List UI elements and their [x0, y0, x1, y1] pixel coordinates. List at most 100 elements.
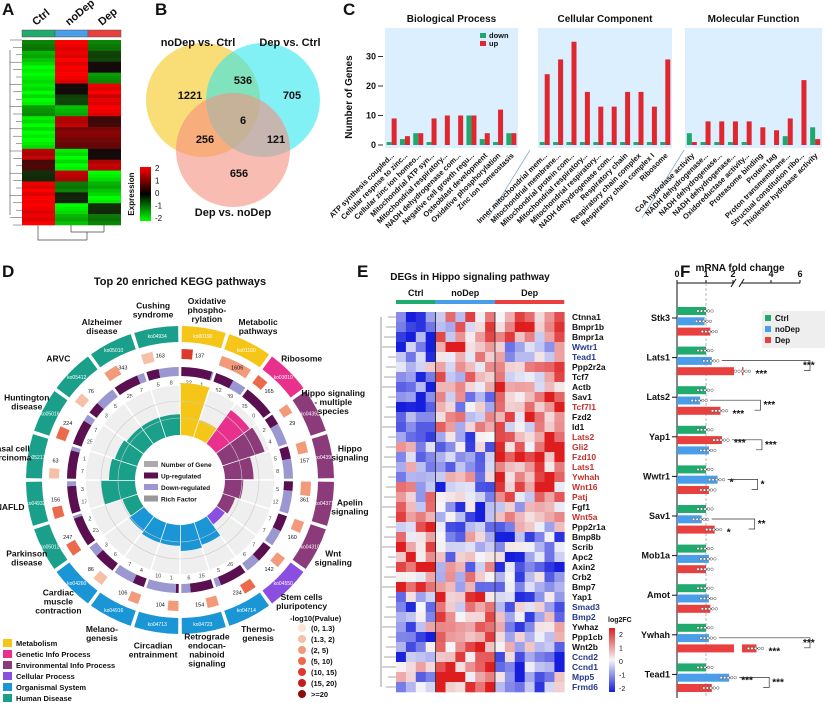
heatmap-cell — [22, 94, 55, 99]
pathway-id: ko04934 — [148, 334, 167, 340]
heatmap-cell — [554, 442, 565, 453]
rich-factor-bar — [222, 480, 244, 500]
heatmap-cell — [475, 352, 486, 363]
heatmap-cell — [504, 512, 516, 523]
heatmap-cell — [475, 642, 486, 653]
heatmap-cell — [425, 622, 436, 633]
category-legend-swatch — [3, 650, 12, 658]
heatmap-cell — [425, 392, 436, 403]
heatmap-cell — [415, 432, 426, 443]
up-regulated-bar — [272, 513, 288, 532]
heatmap-cell — [524, 652, 535, 663]
down-count-label: 0 — [252, 413, 255, 419]
heatmap-cell — [396, 572, 407, 583]
heatmap-cell — [22, 130, 55, 135]
heatmap-cell — [435, 652, 446, 663]
gene-count-label: 234 — [233, 590, 242, 596]
heatmap-cell — [544, 632, 555, 643]
heatmap-cell — [435, 532, 446, 543]
heatmap-cell — [55, 206, 88, 211]
heatmap-cell — [455, 612, 466, 623]
heatmap-cell — [524, 342, 535, 353]
heatmap-cell — [534, 612, 545, 623]
data-point — [696, 586, 700, 590]
heatmap-cell — [435, 552, 446, 563]
up-count-label: 5 — [157, 382, 160, 388]
heatmap-cell — [524, 672, 535, 683]
gene-count-label: 63 — [52, 458, 58, 464]
data-point — [709, 359, 713, 363]
heatmap-cell — [534, 372, 545, 383]
heatmap-cell — [55, 130, 88, 135]
data-point — [702, 448, 706, 452]
bar-up — [625, 91, 631, 145]
heatmap-cell — [554, 582, 565, 593]
group-label-ctrl: Ctrl — [30, 7, 52, 28]
bar-down — [553, 142, 559, 145]
data-point — [699, 586, 704, 590]
heatmap-cell — [554, 462, 565, 473]
heatmap-cell — [425, 642, 436, 653]
significance-mark: *** — [765, 440, 777, 451]
heatmap-cell — [534, 602, 545, 613]
heatmap-cell — [514, 412, 525, 423]
gene-count-label: 76 — [88, 389, 94, 395]
data-point — [699, 349, 704, 353]
data-point — [706, 557, 710, 561]
heatmap-cell — [396, 592, 407, 603]
data-point — [699, 488, 703, 492]
data-point — [703, 309, 707, 313]
rich-factor-bar — [216, 427, 265, 467]
data-point — [710, 467, 714, 471]
bar-down — [593, 142, 599, 145]
heatmap-cell — [22, 177, 55, 182]
colorbar-tick: 0 — [619, 659, 623, 666]
heatmap-cell — [495, 662, 506, 673]
heatmap-cell — [524, 422, 535, 433]
heatmap-cell — [88, 188, 121, 193]
heatmap-cell — [22, 156, 55, 161]
data-point — [712, 528, 716, 532]
heatmap-cell — [485, 522, 496, 533]
heatmap-cell — [465, 392, 476, 403]
data-point — [699, 547, 704, 551]
heatmap-cell — [524, 632, 535, 643]
heatmap-cell — [435, 392, 446, 403]
down-regulated-bar — [89, 542, 103, 556]
heatmap-cell — [554, 552, 565, 563]
data-point — [703, 547, 707, 551]
heatmap-cell — [475, 552, 486, 563]
heatmap-cell — [514, 332, 525, 343]
heatmap-cell — [455, 482, 466, 493]
data-point — [710, 409, 715, 413]
bar-dep — [677, 406, 721, 415]
heatmap-cell — [445, 532, 456, 543]
heatmap-cell — [534, 482, 545, 493]
bar-nodep — [677, 554, 709, 563]
pathway-label: nabinoid — [189, 649, 224, 659]
category-legend-swatch — [3, 639, 12, 647]
up-count-label: 25 — [87, 439, 93, 445]
down-count-label: 2 — [88, 517, 91, 523]
data-point — [706, 586, 711, 590]
gene-count-label: 154 — [195, 602, 204, 608]
heatmap-cell — [445, 572, 456, 583]
down-regulated-bar — [158, 367, 179, 378]
data-point — [715, 478, 719, 482]
bar-down — [566, 142, 572, 145]
heatmap-cell — [22, 134, 55, 139]
data-point — [723, 676, 727, 680]
gene-label: Ppp2r2a — [572, 362, 606, 372]
category-legend-swatch — [3, 683, 12, 691]
data-point — [726, 676, 730, 680]
up-regulated-bar — [181, 367, 213, 381]
bar-ctrl — [677, 465, 706, 474]
heatmap-cell — [544, 412, 555, 423]
heatmap-cell — [524, 562, 535, 573]
significance-mark: ** — [758, 519, 766, 530]
bar-down — [620, 142, 626, 145]
heatmap-cell — [22, 58, 55, 63]
data-point — [709, 319, 713, 323]
heatmap-cell — [55, 87, 88, 92]
pathway-label: Hippo signaling — [301, 388, 365, 398]
